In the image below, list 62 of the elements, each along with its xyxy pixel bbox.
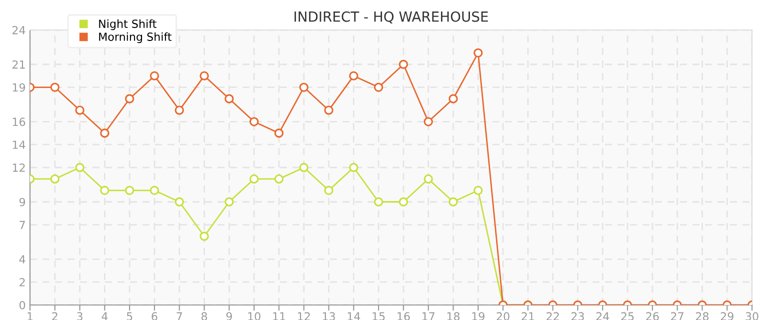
point (398, 197, 408, 206)
point (125, 94, 134, 104)
y-tick-label: 4 (19, 255, 26, 264)
point (50, 174, 60, 184)
point (75, 162, 84, 172)
point (224, 197, 234, 206)
point (299, 82, 308, 92)
point (424, 174, 433, 184)
x-tick-label: 1 (28, 312, 33, 320)
point (274, 128, 284, 138)
x-tick-label: 17 (422, 312, 434, 320)
point (448, 94, 458, 104)
point (349, 162, 358, 172)
point (249, 174, 259, 184)
y-tick-label: 7 (20, 220, 25, 230)
point (249, 117, 259, 126)
point (224, 94, 234, 104)
point (75, 106, 84, 115)
point (50, 82, 60, 92)
x-tick-label: 4 (102, 312, 108, 320)
x-tick-label: 21 (522, 312, 534, 320)
legend-label: Morning Shift (99, 32, 172, 44)
point (299, 162, 308, 172)
point (174, 106, 184, 115)
y-tick-label: 24 (12, 26, 26, 34)
point (448, 197, 458, 206)
point (100, 186, 110, 195)
y-tick-label: 21 (12, 60, 25, 69)
y-tick-label: 12 (12, 163, 25, 172)
point (424, 117, 433, 126)
x-tick-label: 7 (176, 312, 182, 320)
point (125, 186, 134, 195)
x-tick-label: 11 (273, 312, 286, 320)
point (374, 82, 384, 92)
point (374, 197, 384, 206)
y-tick-label: 2 (20, 278, 25, 286)
chart-title: INDIRECT - HQ WAREHOUSE (294, 11, 488, 24)
point (324, 186, 334, 195)
point (474, 186, 483, 195)
point (274, 174, 284, 184)
x-tick-label: 24 (596, 312, 610, 320)
point (174, 197, 184, 206)
point (324, 106, 334, 115)
point (474, 48, 483, 58)
x-tick-label: 22 (546, 312, 559, 320)
y-tick-label: 19 (12, 83, 26, 92)
point (150, 186, 160, 195)
y-tick-label: 9 (19, 198, 26, 206)
point (398, 60, 408, 69)
x-tick-label: 27 (671, 312, 684, 320)
x-tick-label: 12 (298, 312, 310, 320)
point (150, 71, 160, 80)
x-tick-label: 2 (52, 312, 58, 320)
point (200, 232, 209, 241)
y-tick-label: 14 (12, 140, 26, 149)
x-tick-label: 14 (348, 312, 360, 320)
y-tick-label: 16 (12, 118, 26, 126)
point (200, 71, 209, 80)
legend-label: Night Shift (99, 19, 156, 30)
point (349, 71, 358, 80)
point (100, 128, 110, 138)
y-tick-label: 0 (19, 300, 26, 310)
